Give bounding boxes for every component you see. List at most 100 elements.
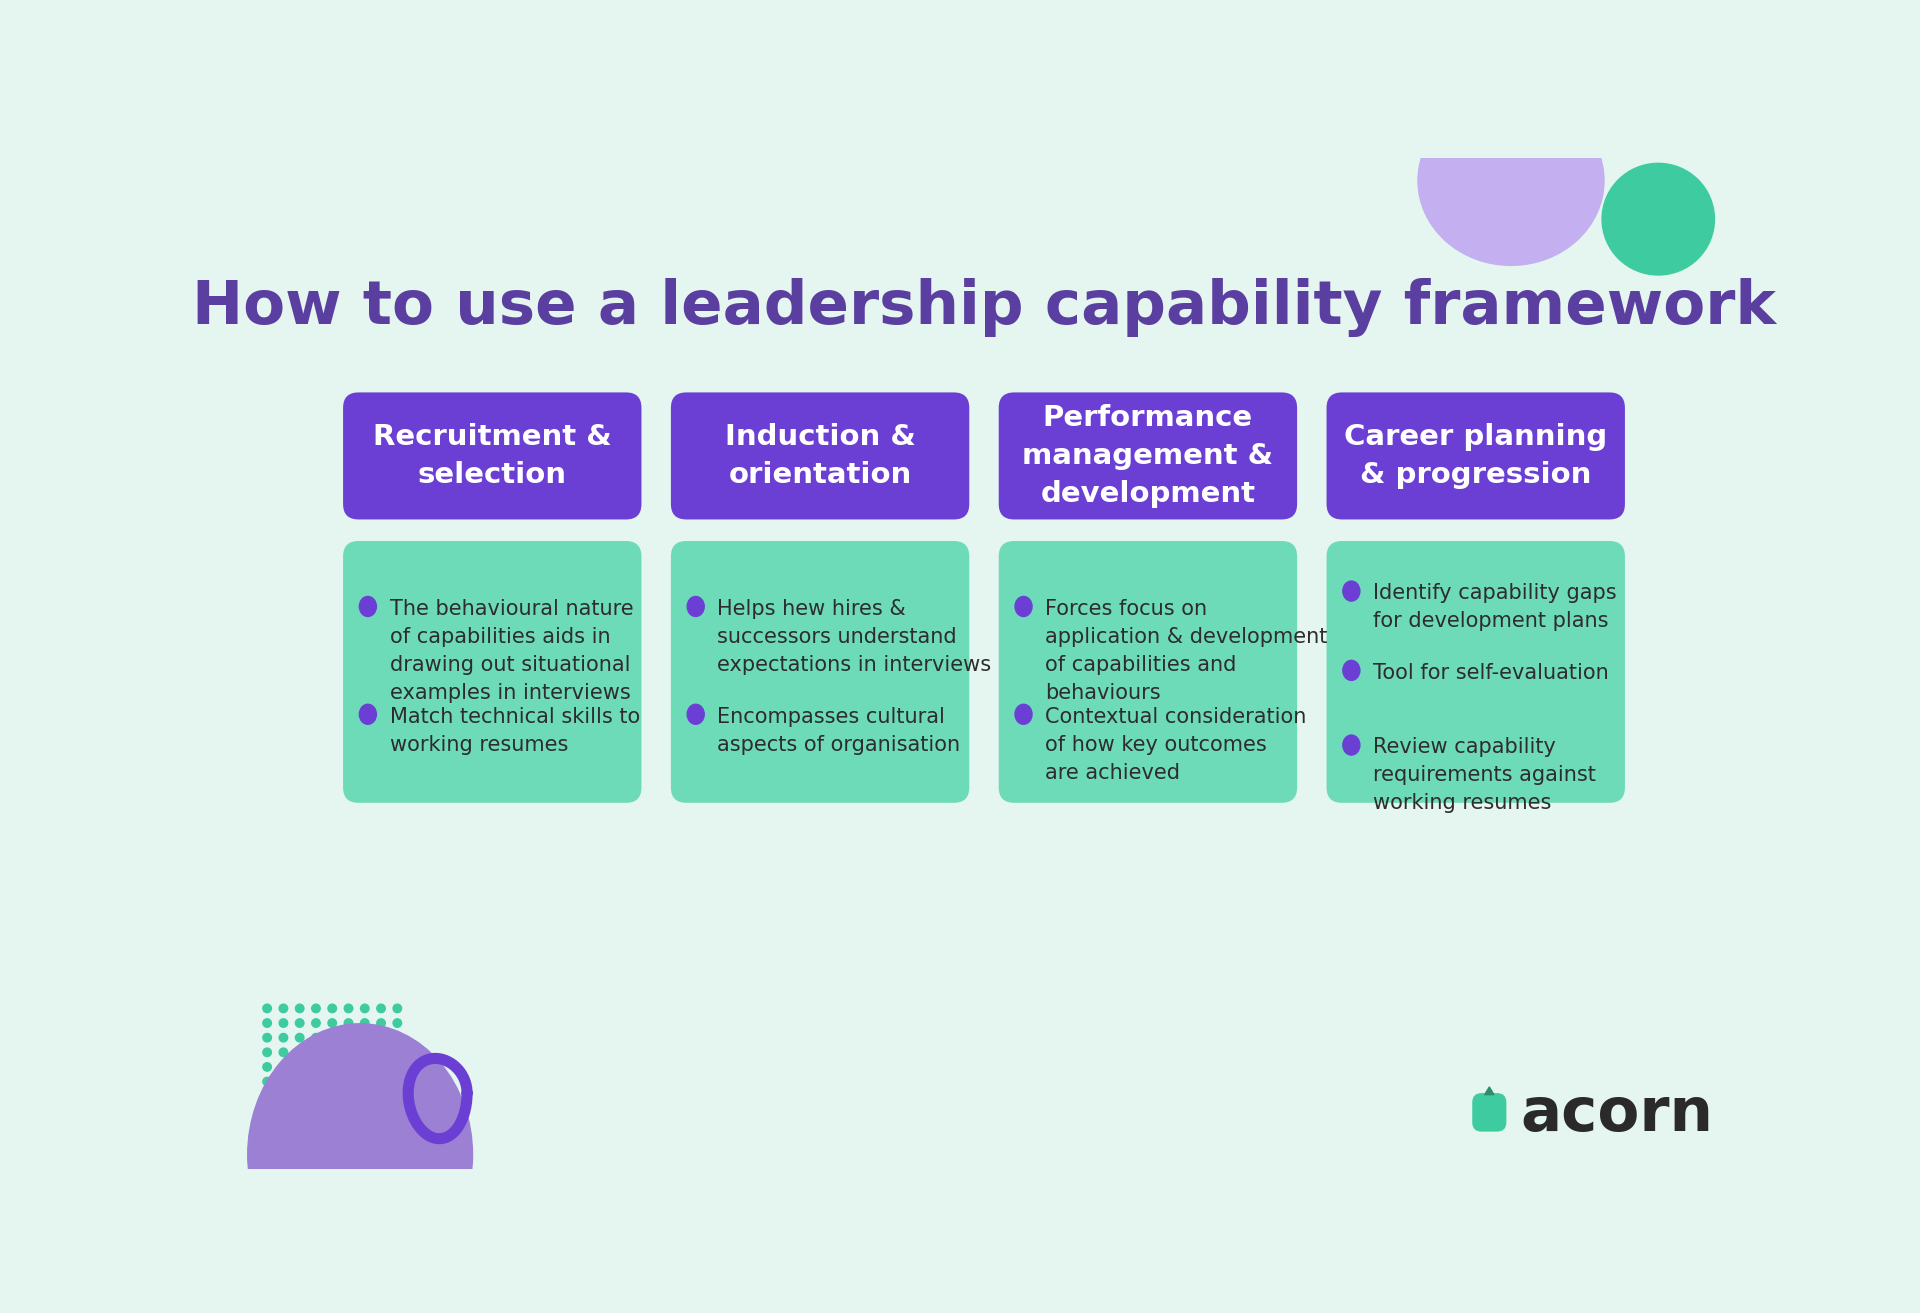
Circle shape: [263, 1004, 271, 1012]
Circle shape: [344, 1033, 353, 1043]
Circle shape: [394, 1033, 401, 1043]
Circle shape: [311, 1092, 321, 1100]
Circle shape: [376, 1033, 386, 1043]
Circle shape: [278, 1136, 288, 1145]
FancyBboxPatch shape: [670, 393, 970, 520]
Circle shape: [376, 1078, 386, 1086]
Ellipse shape: [1342, 735, 1359, 755]
Circle shape: [376, 1150, 386, 1159]
FancyBboxPatch shape: [998, 541, 1298, 802]
Circle shape: [394, 1019, 401, 1027]
Circle shape: [328, 1062, 336, 1071]
Polygon shape: [1484, 1087, 1494, 1095]
Circle shape: [394, 1121, 401, 1129]
Circle shape: [278, 1078, 288, 1086]
Circle shape: [344, 1107, 353, 1115]
Circle shape: [311, 1019, 321, 1027]
Circle shape: [361, 1150, 369, 1159]
FancyBboxPatch shape: [344, 541, 641, 802]
Circle shape: [376, 1019, 386, 1027]
Circle shape: [376, 1004, 386, 1012]
Circle shape: [361, 1092, 369, 1100]
Circle shape: [376, 1062, 386, 1071]
Text: Match technical skills to
working resumes: Match technical skills to working resume…: [390, 706, 639, 755]
Text: Review capability
requirements against
working resumes: Review capability requirements against w…: [1373, 738, 1596, 813]
Circle shape: [361, 1078, 369, 1086]
Text: Tool for self-evaluation: Tool for self-evaluation: [1373, 663, 1609, 683]
Circle shape: [394, 1136, 401, 1145]
Circle shape: [311, 1048, 321, 1057]
Circle shape: [296, 1092, 303, 1100]
Circle shape: [344, 1048, 353, 1057]
Text: Recruitment &
selection: Recruitment & selection: [372, 423, 612, 488]
Circle shape: [344, 1004, 353, 1012]
Text: Career planning
& progression: Career planning & progression: [1344, 423, 1607, 488]
Circle shape: [344, 1121, 353, 1129]
Ellipse shape: [1419, 96, 1603, 265]
Circle shape: [263, 1107, 271, 1115]
Circle shape: [328, 1107, 336, 1115]
Ellipse shape: [1601, 163, 1715, 274]
Text: Helps hew hires &
successors understand
expectations in interviews: Helps hew hires & successors understand …: [718, 599, 991, 675]
Circle shape: [328, 1019, 336, 1027]
Circle shape: [361, 1004, 369, 1012]
Circle shape: [394, 1048, 401, 1057]
Circle shape: [394, 1004, 401, 1012]
FancyBboxPatch shape: [1327, 393, 1624, 520]
FancyBboxPatch shape: [1327, 541, 1624, 802]
Circle shape: [361, 1062, 369, 1071]
FancyBboxPatch shape: [998, 393, 1298, 520]
Circle shape: [328, 1092, 336, 1100]
Ellipse shape: [687, 704, 705, 725]
Circle shape: [328, 1048, 336, 1057]
Ellipse shape: [248, 1024, 472, 1285]
Circle shape: [311, 1033, 321, 1043]
Circle shape: [263, 1062, 271, 1071]
Circle shape: [278, 1150, 288, 1159]
Circle shape: [311, 1150, 321, 1159]
Circle shape: [328, 1033, 336, 1043]
Circle shape: [344, 1092, 353, 1100]
Ellipse shape: [359, 596, 376, 617]
Circle shape: [311, 1121, 321, 1129]
Circle shape: [296, 1033, 303, 1043]
Ellipse shape: [1016, 596, 1033, 617]
Text: The behavioural nature
of capabilities aids in
drawing out situational
examples : The behavioural nature of capabilities a…: [390, 599, 634, 702]
Circle shape: [296, 1150, 303, 1159]
Circle shape: [344, 1019, 353, 1027]
Circle shape: [361, 1107, 369, 1115]
Text: Identify capability gaps
for development plans: Identify capability gaps for development…: [1373, 583, 1617, 632]
Ellipse shape: [359, 704, 376, 725]
Circle shape: [376, 1121, 386, 1129]
Circle shape: [376, 1092, 386, 1100]
Circle shape: [278, 1121, 288, 1129]
Circle shape: [311, 1078, 321, 1086]
Circle shape: [296, 1048, 303, 1057]
Text: acorn: acorn: [1521, 1085, 1713, 1144]
Circle shape: [263, 1150, 271, 1159]
Circle shape: [263, 1121, 271, 1129]
Circle shape: [311, 1136, 321, 1145]
FancyBboxPatch shape: [1473, 1094, 1507, 1132]
Circle shape: [278, 1048, 288, 1057]
Circle shape: [361, 1121, 369, 1129]
Circle shape: [263, 1019, 271, 1027]
Ellipse shape: [1342, 582, 1359, 601]
Circle shape: [278, 1062, 288, 1071]
Circle shape: [394, 1062, 401, 1071]
Circle shape: [376, 1107, 386, 1115]
FancyBboxPatch shape: [670, 541, 970, 802]
Circle shape: [376, 1136, 386, 1145]
Circle shape: [263, 1048, 271, 1057]
Circle shape: [263, 1078, 271, 1086]
Circle shape: [296, 1078, 303, 1086]
Circle shape: [311, 1062, 321, 1071]
Ellipse shape: [1016, 704, 1033, 725]
Circle shape: [361, 1048, 369, 1057]
Circle shape: [328, 1078, 336, 1086]
Circle shape: [278, 1019, 288, 1027]
Text: Performance
management &
development: Performance management & development: [1023, 404, 1273, 508]
Text: Encompasses cultural
aspects of organisation: Encompasses cultural aspects of organisa…: [718, 706, 960, 755]
Text: Contextual consideration
of how key outcomes
are achieved: Contextual consideration of how key outc…: [1044, 706, 1308, 783]
Text: How to use a leadership capability framework: How to use a leadership capability frame…: [192, 278, 1776, 337]
